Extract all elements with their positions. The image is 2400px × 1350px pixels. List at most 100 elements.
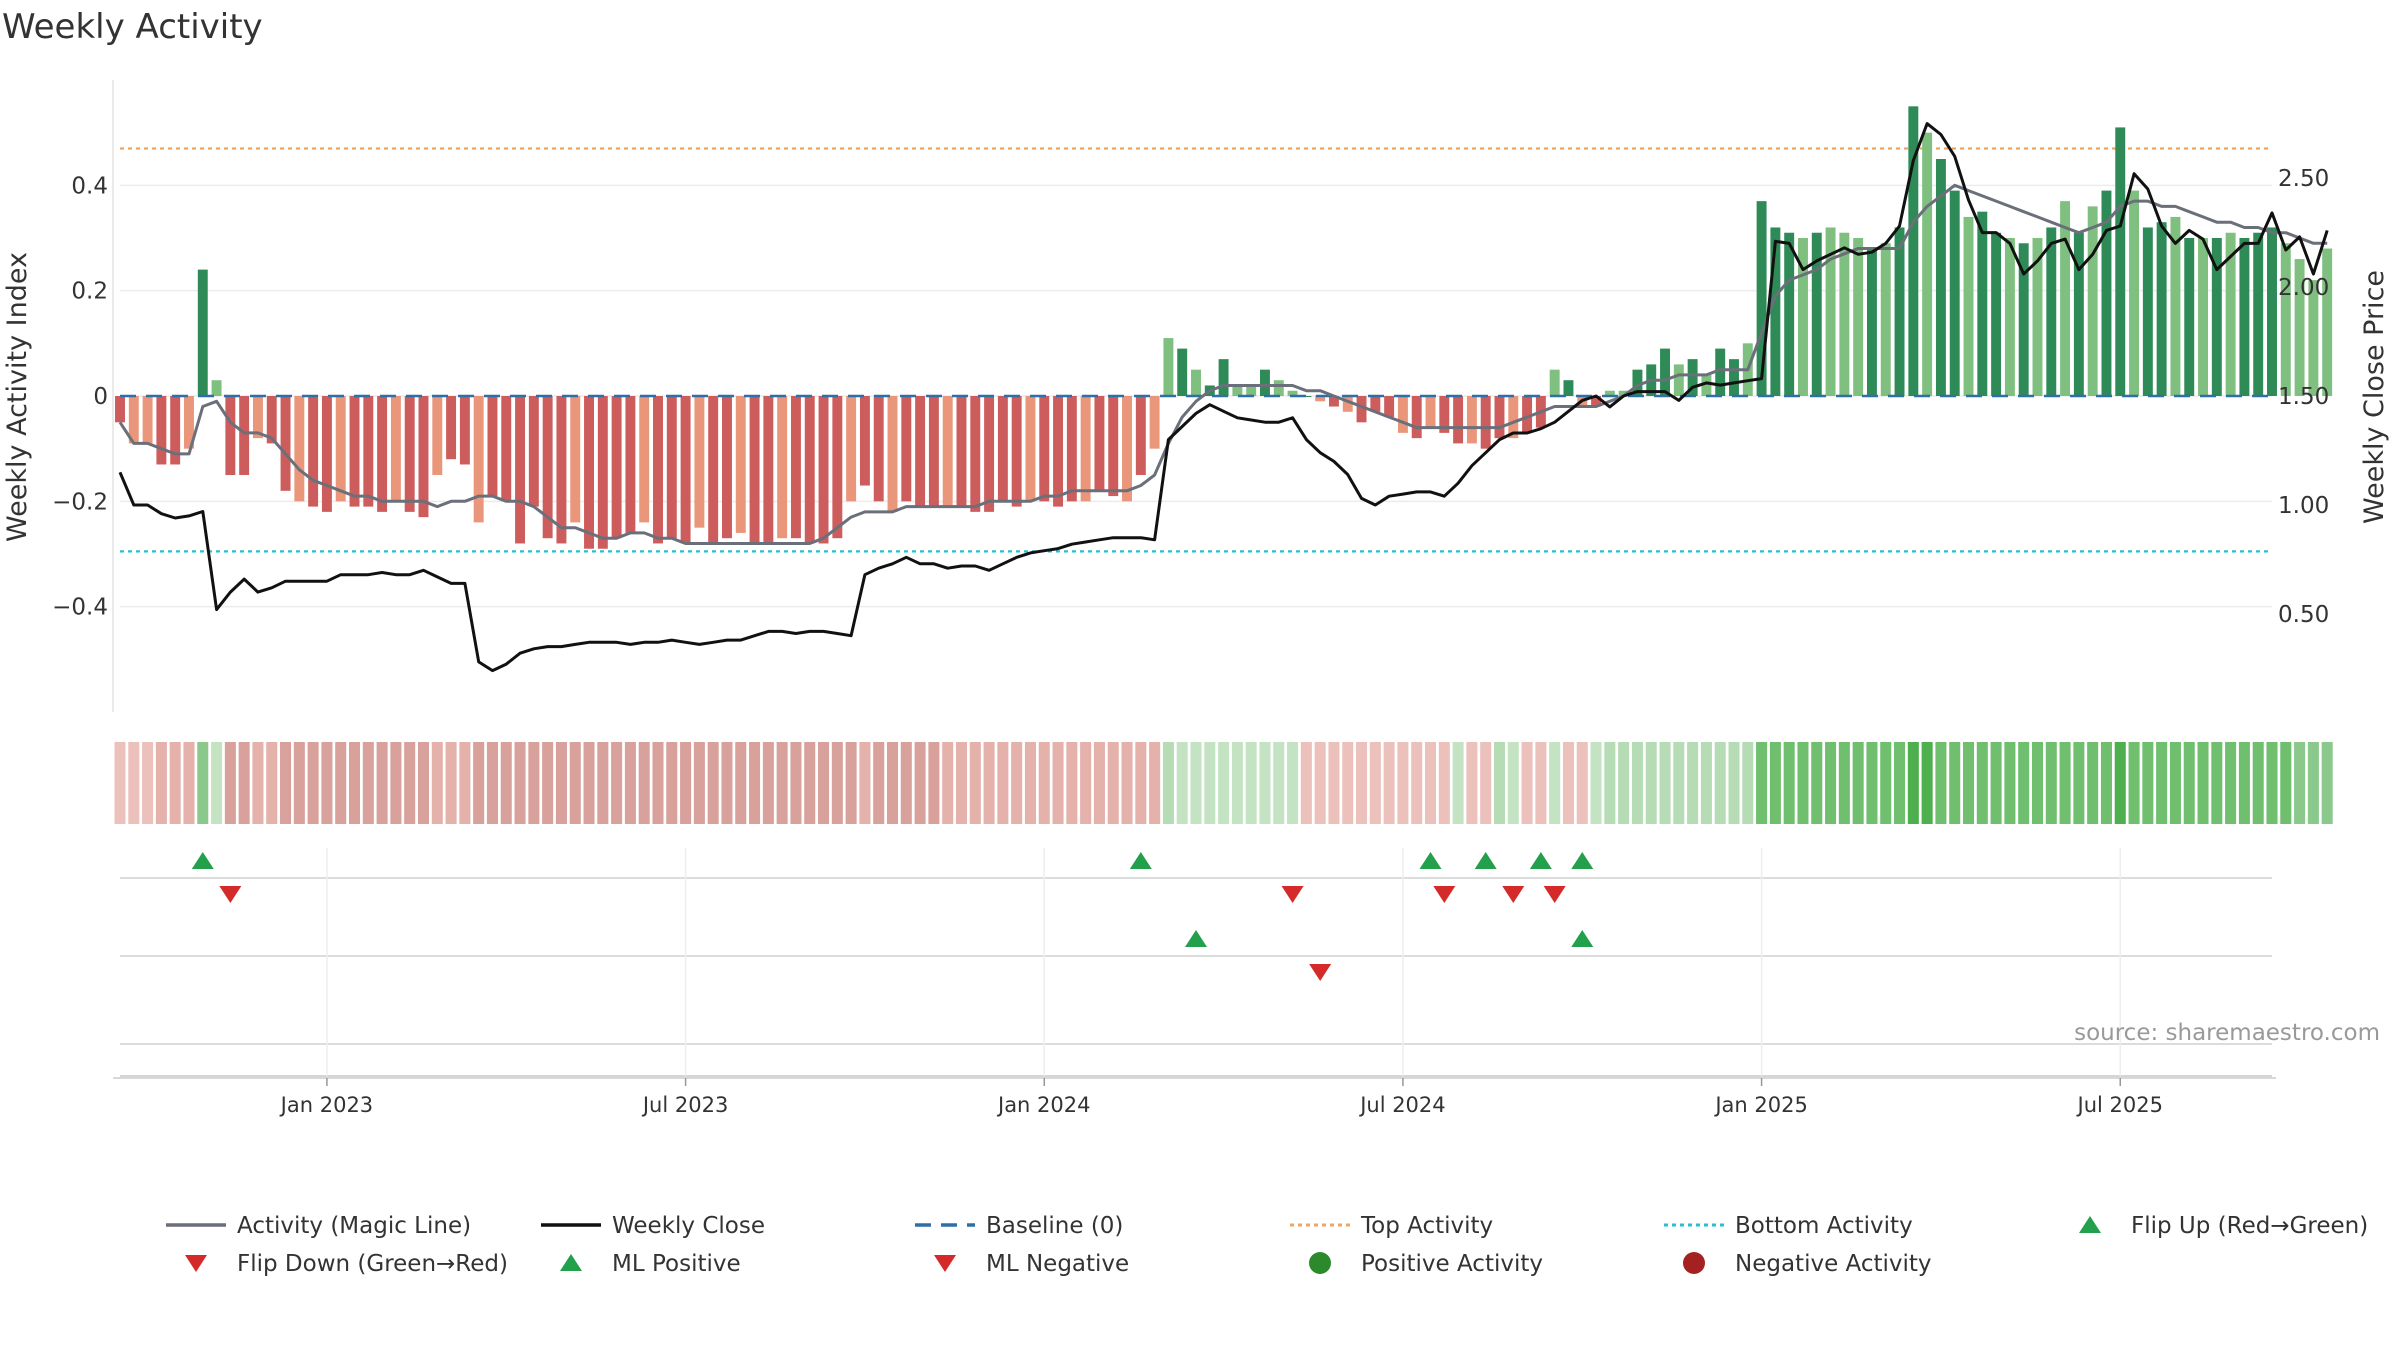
activity-bar: [1922, 132, 1933, 396]
strip-cell: [1107, 742, 1119, 824]
activity-bar: [2322, 248, 2333, 396]
activity-bar: [1094, 396, 1105, 491]
activity-bar: [1756, 201, 1767, 396]
strip-cell: [2197, 742, 2209, 824]
activity-bar: [1701, 374, 1712, 396]
strip-cell: [2280, 742, 2292, 824]
activity-bar: [404, 396, 415, 512]
activity-bar: [956, 396, 967, 507]
strip-cell: [942, 742, 954, 824]
strip-cell: [238, 742, 250, 824]
strip-cell: [707, 742, 719, 824]
strip-cell: [1700, 742, 1712, 824]
strip-cell: [1673, 742, 1685, 824]
activity-bar: [1260, 369, 1270, 396]
activity-bar: [501, 396, 512, 502]
activity-bar: [1287, 390, 1298, 396]
activity-bar: [156, 396, 167, 465]
activity-bar: [1370, 396, 1381, 412]
flip-up-marker: [1129, 852, 1152, 869]
y-tick-label: 0: [93, 384, 108, 410]
flip-down-marker: [1502, 886, 1525, 903]
strip-cell: [1907, 742, 1919, 824]
strip-cell: [431, 742, 443, 824]
activity-bar: [611, 396, 622, 539]
strip-cell: [1135, 742, 1147, 824]
activity-bar: [1660, 348, 1670, 396]
legend-item: Top Activity: [1290, 1213, 1493, 1239]
strip-cell: [845, 742, 857, 824]
strip-cell: [1314, 742, 1326, 824]
strip-cell: [197, 742, 209, 824]
strip-cell: [1728, 742, 1740, 824]
activity-bar: [418, 396, 429, 518]
activity-bar: [2267, 227, 2277, 396]
activity-bar: [2101, 190, 2112, 396]
legend-triangle-down-icon: [934, 1255, 956, 1272]
strip-cell: [983, 742, 995, 824]
strip-cell: [2031, 742, 2044, 824]
strip-cell: [1424, 742, 1437, 824]
strip-cell: [224, 742, 236, 824]
strip-cell: [1369, 742, 1381, 824]
activity-bar: [459, 396, 470, 465]
strip-cell: [2114, 742, 2126, 824]
strip-cell: [1521, 742, 1533, 824]
activity-bar: [2170, 216, 2181, 396]
strip-cell: [1149, 742, 1161, 824]
flip-up-marker: [1419, 852, 1442, 869]
strip-cell: [638, 742, 650, 824]
strip-cell: [2307, 742, 2319, 824]
strip-cell: [362, 742, 374, 824]
activity-bar: [1177, 348, 1188, 396]
activity-bar: [528, 396, 539, 507]
activity-bar: [2032, 238, 2043, 396]
strip-cell: [2321, 742, 2333, 824]
strip-cell: [886, 742, 899, 824]
strip-cell: [997, 742, 1009, 824]
activity-bar: [597, 396, 608, 549]
strip-cell: [1093, 742, 1105, 824]
strip-cell: [2294, 742, 2306, 824]
activity-bar: [184, 396, 194, 449]
activity-bar: [680, 396, 691, 544]
strip-cell: [252, 742, 264, 824]
strip-cell: [818, 742, 830, 824]
activity-bar: [1439, 396, 1450, 433]
activity-bar: [984, 396, 995, 512]
activity-bar: [1977, 211, 1988, 396]
activity-bar: [790, 396, 801, 539]
legend-label: Activity (Magic Line): [237, 1213, 471, 1239]
strip-cell: [417, 742, 430, 824]
activity-bar: [1246, 385, 1257, 396]
activity-bar: [349, 396, 360, 507]
activity-bar: [1384, 396, 1395, 418]
activity-bar: [653, 396, 663, 544]
strip-cell: [307, 742, 319, 824]
activity-bar: [1135, 396, 1146, 475]
strip-cell: [2183, 742, 2195, 824]
strip-cell: [1687, 742, 1699, 824]
activity-bar: [804, 396, 815, 544]
strip-cell: [1783, 742, 1795, 824]
strip-cell: [666, 742, 678, 824]
strip-cell: [2128, 742, 2140, 824]
strip-cell: [2225, 742, 2237, 824]
activity-bar: [335, 396, 346, 502]
legend-circle-icon: [1309, 1252, 1331, 1274]
activity-bar: [1494, 396, 1505, 439]
activity-bar: [846, 396, 857, 502]
activity-bar: [170, 396, 181, 465]
strip-cell: [928, 742, 940, 824]
strip-cell: [348, 742, 361, 824]
flip-up-marker: [1529, 852, 1552, 869]
activity-bar: [266, 396, 277, 444]
strip-cell: [1452, 742, 1464, 824]
strip-cell: [1273, 742, 1285, 824]
activity-bar: [2004, 238, 2015, 396]
strip-cell: [542, 742, 554, 824]
strip-cell: [1866, 742, 1878, 824]
legend-label: ML Positive: [612, 1251, 741, 1277]
strip-cell: [1011, 742, 1023, 824]
activity-bar: [2239, 238, 2250, 396]
